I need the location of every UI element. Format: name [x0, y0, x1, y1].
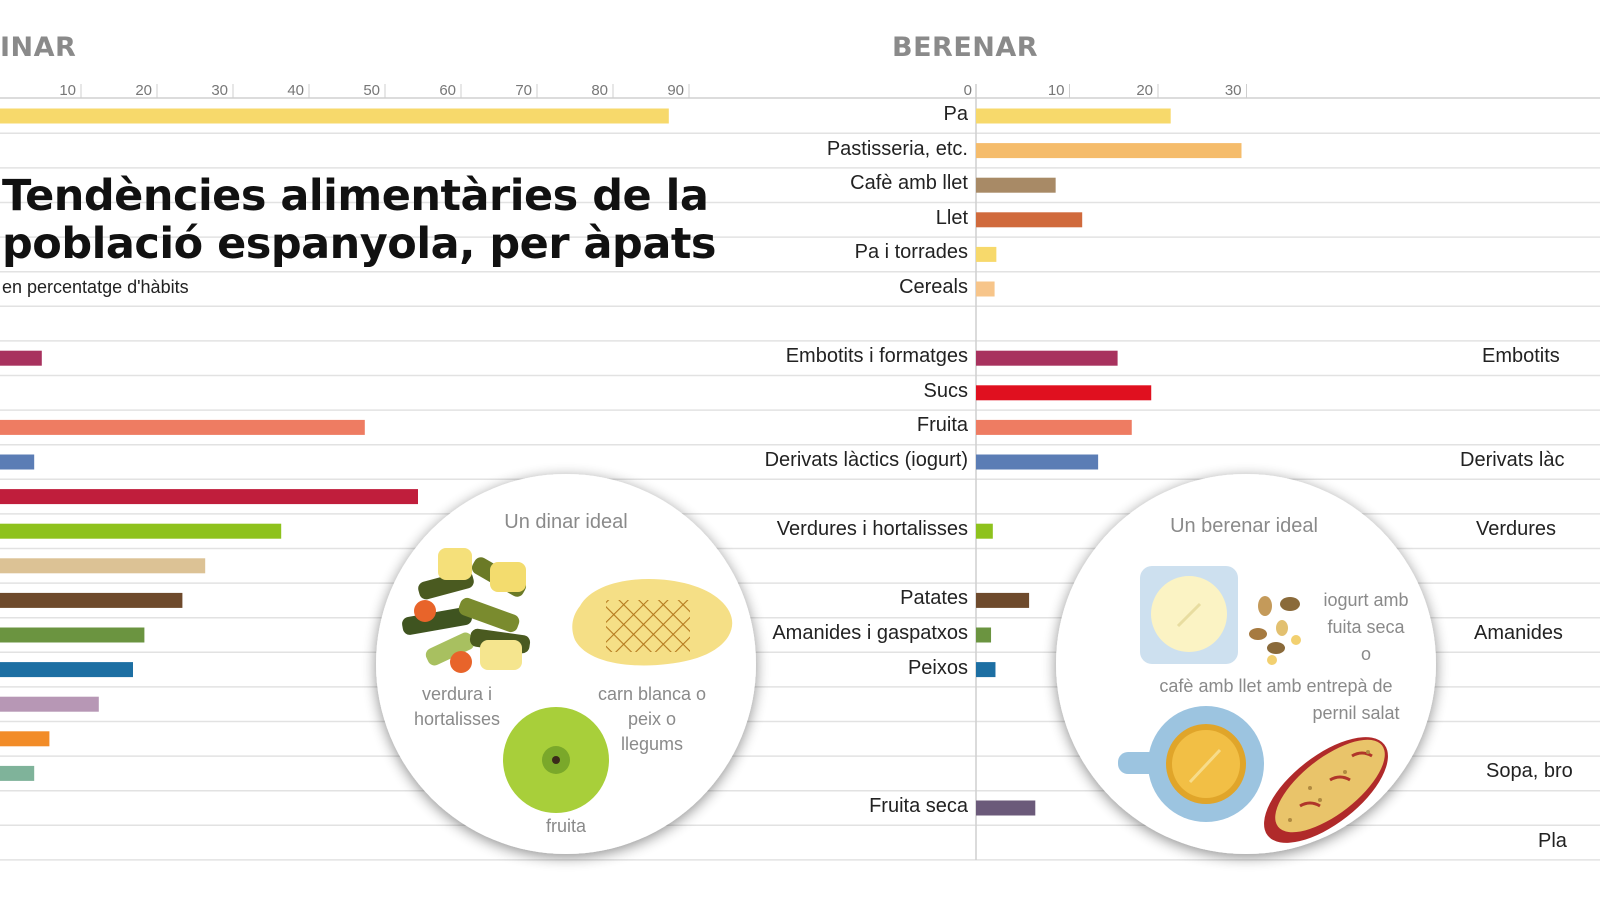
berenar-plate-title: Un berenar ideal: [1170, 515, 1318, 537]
dinar-veg-label-2: hortalisses: [414, 709, 500, 729]
right-bar: [976, 108, 1171, 124]
berenar-cafe-label-1: cafè amb llet amb entrepà de: [1159, 676, 1392, 696]
right-bar: [976, 419, 1132, 435]
category-label: Cafè amb llet: [850, 172, 968, 195]
right-bar: [976, 350, 1118, 366]
category-label: Pa i torrades: [854, 241, 968, 264]
right-bar: [976, 177, 1056, 193]
left-bar: [0, 454, 35, 470]
left-bar: [0, 419, 365, 435]
right-edge-label: Sopa, bro: [1486, 760, 1573, 783]
left-bar: [0, 523, 282, 539]
right-bar: [976, 662, 996, 678]
category-label: Derivats làctics (iogurt): [764, 449, 968, 471]
nuts-icon: [1249, 596, 1301, 665]
right-bar: [976, 246, 997, 262]
berenar-cafe-label-2: pernil salat: [1312, 703, 1399, 723]
right-panel-title: BERENAR: [892, 32, 1039, 63]
main-title-line-2: població espanyola, per àpats: [2, 219, 716, 269]
left-bar-series: [0, 108, 669, 781]
x-tick-label: 50: [363, 82, 380, 99]
category-label: Fruita: [916, 414, 968, 437]
x-tick-label: 0: [964, 82, 972, 99]
right-edge-label: Embotits: [1482, 345, 1560, 368]
x-tick-label: 90: [667, 82, 684, 99]
sandwich-icon: [1264, 737, 1388, 843]
right-bar: [976, 523, 993, 539]
meat-cutlet-icon: [572, 578, 733, 666]
x-tick-label: 20: [135, 82, 152, 99]
category-label: Pa: [943, 103, 968, 125]
right-bar: [976, 592, 1030, 608]
right-bar-series: [976, 108, 1242, 816]
category-label: Cereals: [899, 276, 968, 298]
category-label: Fruita seca: [869, 795, 968, 817]
berenar-ideal-plate: Un berenar ideal iogurt amb fuita seca o…: [1056, 474, 1436, 854]
category-label: Llet: [935, 206, 968, 229]
x-tick-label: 10: [59, 82, 76, 99]
x-tick-label: 30: [1225, 82, 1242, 99]
berenar-or-label: o: [1361, 644, 1371, 664]
right-edge-label: Pla: [1538, 829, 1567, 852]
left-bar: [0, 731, 50, 747]
left-bar: [0, 558, 206, 574]
x-tick-label: 30: [211, 82, 228, 99]
left-bar: [0, 592, 183, 608]
x-tick-label: 70: [515, 82, 532, 99]
left-bar: [0, 489, 418, 505]
category-label: Amanides i gaspatxos: [772, 622, 968, 644]
left-bar: [0, 108, 669, 124]
right-bar: [976, 454, 1099, 470]
left-bar: [0, 765, 35, 781]
dinar-ideal-plate: Un dinar ideal verdura i hortalisses: [376, 474, 756, 854]
right-edge-label: Derivats làc: [1460, 449, 1565, 471]
left-bar: [0, 627, 145, 643]
category-label: Patates: [900, 587, 968, 610]
vegetables-icon: [402, 548, 531, 673]
main-title-line-1: Tendències alimentàries de la: [2, 171, 709, 221]
left-panel-title: INAR: [0, 32, 77, 63]
x-tick-label: 20: [1136, 82, 1153, 99]
main-title: Tendències alimentàries de la població e…: [2, 172, 722, 268]
apple-icon: [503, 707, 609, 813]
dinar-meat-label-2: peix o: [628, 709, 676, 729]
category-label: Sucs: [923, 379, 968, 402]
right-bar: [976, 281, 995, 297]
left-bar: [0, 350, 42, 366]
main-subtitle: en percentatge d'hàbits: [2, 277, 189, 297]
x-tick-label: 40: [287, 82, 304, 99]
x-tick-label: 60: [439, 82, 456, 99]
yogurt-icon: [1140, 566, 1238, 664]
right-bar: [976, 627, 992, 643]
left-x-axis: 10 20 30 40 50 60 70 80 90: [59, 82, 690, 99]
category-label: Peixos: [907, 656, 968, 679]
left-bar: [0, 696, 99, 712]
category-label: Pastisseria, etc.: [826, 137, 968, 160]
berenar-yogurt-label-2: fuita seca: [1327, 617, 1405, 637]
category-label: Verdures i hortalisses: [776, 518, 968, 541]
right-bar: [976, 800, 1036, 816]
left-bar: [0, 662, 133, 678]
dinar-fruit-label: fruita: [546, 816, 587, 836]
right-bar: [976, 212, 1083, 228]
dinar-meat-label-3: llegums: [621, 734, 683, 754]
right-edge-label: Amanides: [1474, 622, 1563, 644]
berenar-yogurt-label-1: iogurt amb: [1323, 590, 1408, 610]
x-tick-label: 10: [1048, 82, 1065, 99]
dinar-plate-title: Un dinar ideal: [504, 511, 627, 533]
right-bar: [976, 385, 1152, 401]
x-tick-label: 80: [591, 82, 608, 99]
right-x-axis: 0 10 20 30: [964, 82, 1247, 99]
right-edge-label: Verdures: [1476, 518, 1557, 541]
right-bar: [976, 143, 1242, 159]
coffee-cup-icon: [1118, 706, 1264, 822]
dinar-veg-label-1: verdura i: [422, 684, 492, 704]
category-label: Embotits i formatges: [785, 345, 968, 368]
dinar-meat-label-1: carn blanca o: [598, 684, 706, 704]
